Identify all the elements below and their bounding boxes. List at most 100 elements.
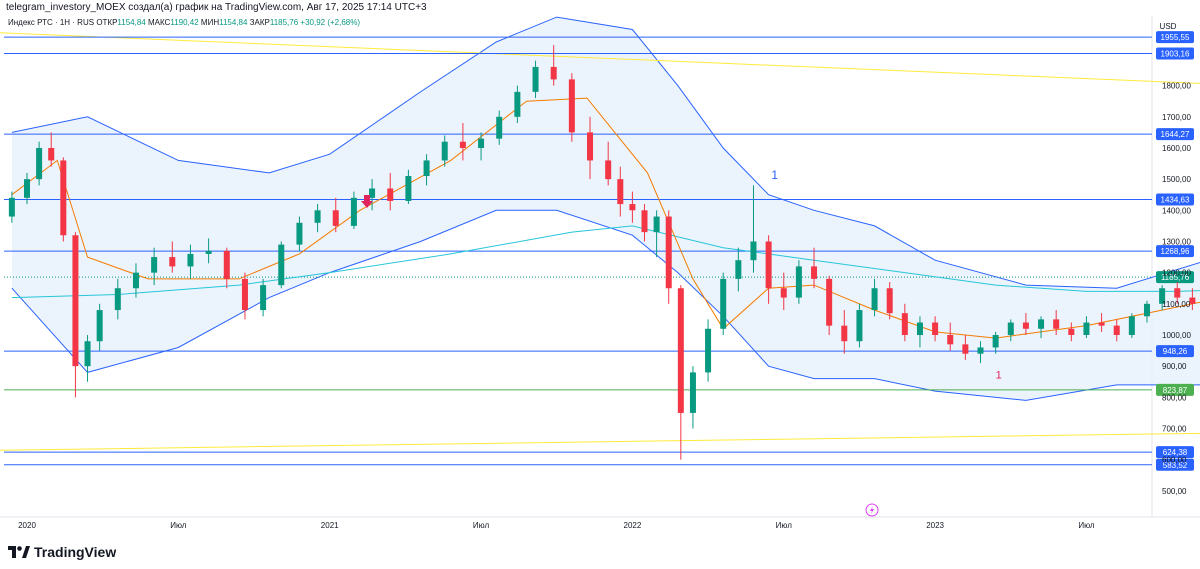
y-tick-1: 600,00 [1162,456,1187,465]
candle-body-74 [1174,288,1181,298]
candle-body-75 [1189,297,1196,304]
candle-body-14 [223,250,230,279]
candle-body-30 [514,91,521,117]
candle-body-53 [856,310,863,342]
candle-body-5 [72,235,79,367]
brand-label: TradingView [34,544,117,560]
candle-body-48 [780,288,787,298]
candle-body-20 [332,210,339,226]
level-tag-1 [1156,47,1194,60]
candle-body-26 [441,141,448,161]
candle-body-55 [886,288,893,314]
candle-body-16 [260,285,267,311]
candle-body-24 [405,176,412,201]
candle-body-40 [665,216,672,289]
candle-body-13 [205,250,212,254]
candle-body-7 [96,310,103,342]
change-value: +30,92 (+2,68%) [300,18,361,27]
candle-body-45 [735,260,742,279]
trendline-0 [0,32,1200,84]
level-tag-text-2: 1644,27 [1161,130,1190,139]
level-tag-6 [1156,383,1194,396]
x-tick-0: 2020 [18,521,36,530]
sma-line [11,225,1200,299]
y-tick-10: 1500,00 [1162,175,1191,184]
level-tag-3 [1156,193,1194,206]
candle-body-18 [296,222,303,245]
candle-body-59 [947,334,954,345]
symbol-label: Индекс РТС · 1Н · RUS [8,18,95,27]
level-tag-text-7: 624,38 [1163,448,1188,457]
low-value: 1154,84 [219,18,248,27]
y-tick-2: 700,00 [1162,425,1187,434]
level-tag-7 [1156,446,1194,459]
x-tick-2: 2021 [321,521,339,530]
candle-body-43 [705,328,712,373]
last-price-tag [1156,271,1194,284]
horizontal-levels: 1955,55 1903,16 1644,27 1434,63 1268,96 948,2… [4,31,1194,471]
high-label: МАКС [147,18,171,27]
annotation-2: 1 [996,370,1002,382]
candle-body-25 [423,160,430,177]
candle-body-22 [369,188,376,198]
bollinger-upper [11,16,1200,289]
candle-body-38 [641,210,648,233]
candle-body-4 [60,160,67,236]
candle-body-33 [568,79,575,133]
level-tag-text-3: 1434,63 [1161,196,1190,205]
candle-body-8 [114,288,121,311]
candle-body-61 [977,347,984,354]
candles [8,45,1196,460]
x-tick-3: Июл [473,521,490,530]
tradingview-logo-icon [8,546,30,558]
candle-body-37 [629,204,636,211]
level-tag-text-4: 1268,96 [1161,247,1190,256]
candle-body-54 [871,288,878,311]
x-tick-1: Июл [170,521,187,530]
axes: USD 500,00 600,00 700,00 800,00 900,00 1000,00… [18,22,1191,530]
annotation-0: 1 [771,168,778,182]
x-tick-5: Июл [776,521,793,530]
low-label: МИН [200,18,220,27]
high-value: 1190,42 [170,18,199,27]
candle-body-17 [278,244,285,286]
down-arrow-icon [361,195,373,208]
candle-body-3 [48,147,55,161]
candle-body-27 [459,141,466,148]
candle-body-9 [132,272,139,289]
candle-body-29 [496,116,503,139]
ohlc-legend: Индекс РТС · 1Н · RUS ОТКР 1154,84 МАКС11… [8,18,360,27]
candle-body-60 [962,344,969,354]
close-label: ЗАКР [249,18,270,27]
candle-body-28 [478,138,485,148]
bollinger-fill [11,17,1200,401]
candle-body-6 [84,341,91,367]
y-tick-12: 1700,00 [1162,113,1191,122]
x-tick-4: 2022 [624,521,642,530]
candle-body-56 [901,313,908,335]
candle-body-58 [932,322,939,335]
last-price-tag-text: 1185,76 [1161,273,1190,282]
chart-header: telegram_investory_MOEX создал(а) график… [6,2,427,13]
candle-body-69 [1098,322,1105,326]
x-tick-7: Июл [1078,521,1095,530]
candle-body-73 [1159,288,1166,304]
candle-body-10 [151,257,158,273]
level-tag-text-0: 1955,55 [1161,33,1190,42]
candle-body-21 [350,197,357,226]
y-tick-5: 1000,00 [1162,331,1191,340]
candle-body-50 [811,266,818,279]
candle-body-32 [550,66,557,80]
candle-body-12 [187,253,194,267]
candle-body-62 [992,334,999,348]
candle-body-11 [169,257,176,267]
candle-body-36 [617,179,624,205]
lightning-glyph [870,506,874,514]
level-tag-2 [1156,128,1194,141]
candle-body-68 [1083,322,1090,335]
bollinger-bands [11,16,1200,401]
open-label: ОТКР [96,18,118,27]
candle-body-72 [1143,303,1150,317]
price-chart[interactable]: 1955,55 1903,16 1644,27 1434,63 1268,96 948,2… [0,0,1200,545]
candle-body-64 [1022,322,1029,329]
